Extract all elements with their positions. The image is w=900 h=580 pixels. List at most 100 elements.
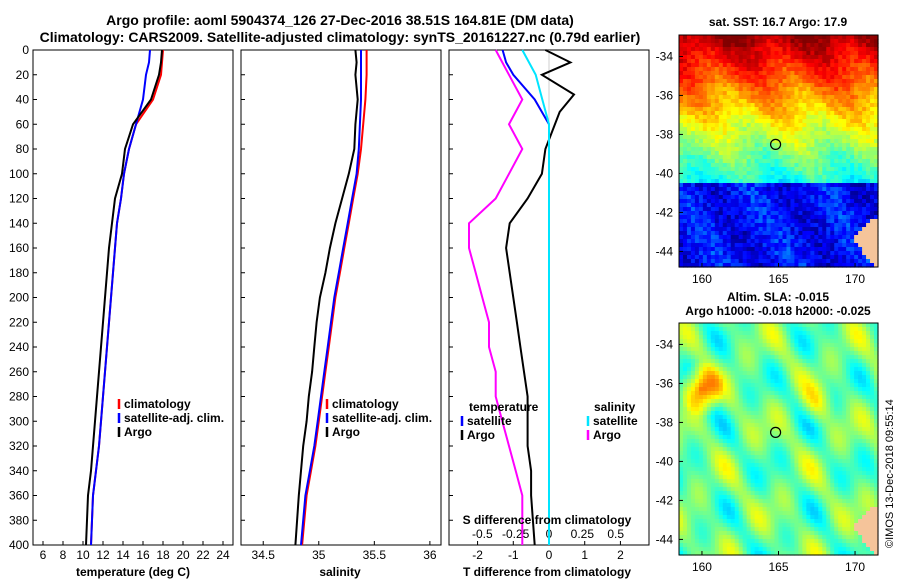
map-cell (834, 91, 839, 96)
y-tick-label: 140 (9, 216, 29, 230)
map-cell (702, 107, 708, 112)
map-cell (870, 139, 875, 144)
map-cell (782, 147, 788, 152)
map-cell (854, 171, 859, 176)
map-cell (802, 47, 807, 52)
map-cell (746, 179, 752, 184)
map-cell (846, 135, 851, 140)
map-cell (682, 107, 688, 112)
map-cell (762, 431, 768, 436)
map-cell (802, 323, 807, 328)
map-cell (758, 147, 764, 152)
map-cell (802, 51, 807, 56)
map-cell (778, 107, 784, 112)
map-cell (822, 375, 827, 380)
map-cell (786, 471, 792, 476)
map-cell (766, 143, 772, 148)
map-cell (766, 239, 772, 244)
map-cell (694, 331, 700, 336)
map-cell (710, 67, 716, 72)
map-cell (690, 455, 696, 460)
map-cell (686, 407, 692, 412)
map-cell (830, 219, 835, 224)
map-cell (814, 383, 819, 388)
map-cell (862, 103, 867, 108)
map-cell (750, 399, 756, 404)
map-cell (834, 131, 839, 136)
map-cell (822, 175, 827, 180)
map-cell (710, 435, 716, 440)
map-cell (866, 203, 871, 208)
map-cell (794, 335, 799, 340)
map-cell (846, 183, 851, 188)
map-cell (718, 463, 724, 468)
map-cell (854, 431, 859, 436)
map-cell (802, 419, 807, 424)
map-cell (782, 327, 788, 332)
map-cell (722, 67, 728, 72)
map-cell (738, 75, 744, 80)
map-cell (774, 263, 780, 268)
map-cell (790, 247, 796, 252)
map-cell (742, 151, 748, 156)
map-cell (814, 219, 819, 224)
map-cell (722, 63, 728, 68)
map-cell (774, 335, 780, 340)
map-cell (778, 147, 784, 152)
map-cell (794, 323, 799, 328)
map-cell (766, 415, 772, 420)
map-cell (794, 175, 799, 180)
map-cell (770, 355, 776, 360)
map-cell (750, 159, 756, 164)
map-cell (850, 359, 855, 364)
map-cell (842, 43, 847, 48)
map-cell (742, 367, 748, 372)
map-cell (682, 375, 688, 380)
map-cell (718, 251, 724, 256)
map-cell (810, 339, 815, 344)
map-cell (854, 111, 859, 116)
map-cell (710, 83, 716, 88)
map-cell (754, 343, 760, 348)
map-cell (726, 135, 732, 140)
map-cell (762, 115, 768, 120)
map-cell (754, 259, 760, 264)
map-cell (870, 107, 875, 112)
map-cell (822, 199, 827, 204)
map-cell (679, 79, 684, 84)
map-cell (682, 223, 688, 228)
map-cell (734, 35, 740, 40)
map-cell (790, 191, 796, 196)
map-cell (722, 435, 728, 440)
map-cell (766, 331, 772, 336)
map-cell (770, 239, 776, 244)
map-cell (738, 215, 744, 220)
map-cell (774, 131, 780, 136)
map-cell (722, 227, 728, 232)
map-cell (790, 395, 796, 400)
map-cell (838, 347, 843, 352)
map-cell (718, 143, 724, 148)
map-cell (834, 119, 839, 124)
map-cell (694, 351, 700, 356)
map-cell (770, 247, 776, 252)
map-cell (874, 419, 879, 424)
map-cell (726, 175, 732, 180)
map-cell (818, 167, 823, 172)
map-cell (854, 191, 859, 196)
map-cell (814, 455, 819, 460)
map-cell (822, 347, 827, 352)
map-cell (846, 443, 851, 448)
map-cell (750, 443, 756, 448)
map-cell (679, 247, 684, 252)
map-cell (782, 123, 788, 128)
map-cell (806, 403, 811, 408)
map-cell (778, 87, 784, 92)
map-cell (790, 375, 796, 380)
map-cell (854, 175, 859, 180)
map-cell (830, 155, 835, 160)
map-cell (758, 451, 764, 456)
map-cell (706, 439, 712, 444)
map-cell (734, 431, 740, 436)
map-cell (806, 147, 811, 152)
